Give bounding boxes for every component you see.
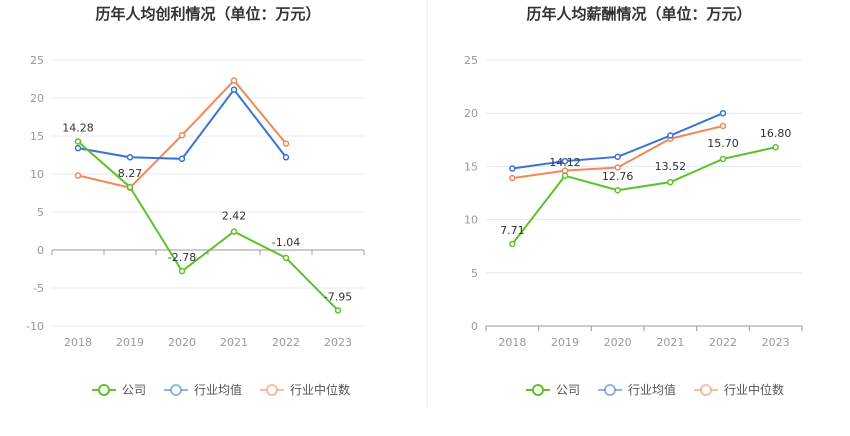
series-line-0 bbox=[77, 140, 339, 312]
x-tick-label: 2021 bbox=[656, 336, 684, 349]
data-point[interactable] bbox=[230, 86, 238, 93]
data-point[interactable] bbox=[509, 240, 516, 248]
x-tick-label: 2020 bbox=[168, 336, 196, 349]
data-point[interactable] bbox=[230, 228, 238, 235]
y-tick-label: 10 bbox=[464, 214, 478, 227]
data-point[interactable] bbox=[561, 167, 569, 174]
data-point[interactable] bbox=[719, 155, 727, 163]
data-label: -1.04 bbox=[272, 236, 300, 249]
data-point[interactable] bbox=[230, 77, 238, 84]
data-point[interactable] bbox=[126, 183, 134, 191]
profit-chart-panel: 历年人均创利情况（单位：万元） -10 -5 0 5 10 15 20 25 2018 2019 20… bbox=[26, 5, 365, 397]
legend-marker-icon bbox=[98, 384, 110, 396]
series-line-1 bbox=[77, 87, 287, 160]
legend-marker-icon bbox=[532, 384, 544, 396]
legend-item-2[interactable]: 行业中位数 bbox=[694, 382, 784, 397]
y-tick-label: -10 bbox=[26, 320, 44, 333]
salary-chart-panel: 历年人均薪酬情况（单位：万元） 0 5 10 15 20 25 2018 2019 2020 202… bbox=[464, 5, 803, 397]
data-label: 14.28 bbox=[62, 121, 94, 134]
x-tick-label: 2019 bbox=[551, 336, 579, 349]
data-point[interactable] bbox=[667, 178, 674, 186]
data-label: 12.76 bbox=[602, 170, 634, 183]
y-tick-label: 25 bbox=[30, 54, 44, 67]
y-tick-label: 15 bbox=[30, 130, 44, 143]
data-label: 14.12 bbox=[549, 156, 581, 169]
chart-title: 历年人均薪酬情况（单位：万元） bbox=[526, 5, 751, 23]
x-tick-label: 2022 bbox=[709, 336, 737, 349]
legend-marker-icon bbox=[700, 384, 712, 396]
legend-marker-icon bbox=[266, 384, 278, 396]
data-label: 13.52 bbox=[655, 160, 687, 173]
data-point[interactable] bbox=[509, 174, 516, 182]
data-label: 16.80 bbox=[760, 127, 792, 140]
data-point[interactable] bbox=[561, 157, 569, 165]
series-line-1 bbox=[512, 112, 724, 170]
data-point[interactable] bbox=[614, 186, 621, 194]
data-point[interactable] bbox=[178, 267, 186, 275]
data-point[interactable] bbox=[74, 172, 82, 179]
data-point[interactable] bbox=[614, 153, 621, 161]
data-label: 2.42 bbox=[222, 210, 247, 223]
y-tick-label: 0 bbox=[471, 320, 478, 333]
legend-marker-icon bbox=[170, 384, 182, 396]
y-tick-label: 20 bbox=[30, 92, 44, 105]
y-tick-label: 10 bbox=[30, 168, 44, 181]
legend-label: 行业均值 bbox=[628, 382, 676, 397]
y-tick-label: 5 bbox=[471, 267, 478, 280]
x-tick-label: 2018 bbox=[498, 336, 526, 349]
y-tick-label: 15 bbox=[464, 160, 478, 173]
x-tick-label: 2018 bbox=[64, 336, 92, 349]
data-point[interactable] bbox=[772, 143, 779, 151]
data-point[interactable] bbox=[282, 154, 290, 161]
x-tick-label: 2020 bbox=[604, 336, 632, 349]
y-tick-label: 5 bbox=[37, 206, 44, 219]
data-label: 8.27 bbox=[118, 167, 143, 180]
data-point[interactable] bbox=[561, 172, 569, 180]
y-tick-label: 0 bbox=[37, 244, 44, 257]
data-point[interactable] bbox=[178, 131, 186, 139]
data-point[interactable] bbox=[719, 122, 727, 130]
legend-item-1[interactable]: 行业均值 bbox=[164, 382, 242, 397]
legend-item-0[interactable]: 公司 bbox=[526, 383, 580, 397]
y-tick-label: -5 bbox=[33, 282, 44, 295]
legend-label: 公司 bbox=[556, 383, 580, 397]
data-label: -2.78 bbox=[168, 251, 196, 264]
data-point[interactable] bbox=[126, 154, 134, 161]
legend-marker-icon bbox=[604, 384, 616, 396]
y-tick-label: 20 bbox=[464, 107, 478, 120]
data-point[interactable] bbox=[178, 155, 186, 163]
data-point[interactable] bbox=[614, 164, 621, 171]
legend-item-1[interactable]: 行业均值 bbox=[598, 382, 676, 397]
legend-item-2[interactable]: 行业中位数 bbox=[260, 382, 350, 397]
legend-item-0[interactable]: 公司 bbox=[92, 383, 146, 397]
data-point[interactable] bbox=[334, 307, 342, 314]
x-tick-label: 2021 bbox=[220, 336, 248, 349]
legend-label: 行业中位数 bbox=[290, 382, 350, 397]
data-point[interactable] bbox=[667, 132, 674, 139]
series-line-0 bbox=[511, 146, 776, 245]
data-point[interactable] bbox=[282, 254, 290, 262]
data-label: -7.95 bbox=[324, 290, 352, 303]
chart-title: 历年人均创利情况（单位：万元） bbox=[95, 5, 320, 23]
data-point[interactable] bbox=[74, 138, 82, 145]
y-tick-label: 25 bbox=[464, 54, 478, 67]
x-tick-label: 2023 bbox=[324, 336, 352, 349]
legend-label: 公司 bbox=[122, 383, 146, 397]
data-label: 7.71 bbox=[500, 224, 525, 237]
data-point[interactable] bbox=[509, 165, 516, 172]
data-point[interactable] bbox=[74, 144, 82, 152]
x-tick-label: 2023 bbox=[762, 336, 790, 349]
x-tick-label: 2019 bbox=[116, 336, 144, 349]
data-point[interactable] bbox=[719, 109, 727, 117]
legend-label: 行业中位数 bbox=[724, 382, 784, 397]
legend-label: 行业均值 bbox=[194, 382, 242, 397]
x-tick-label: 2022 bbox=[272, 336, 300, 349]
data-label: 15.70 bbox=[707, 137, 739, 150]
data-point[interactable] bbox=[282, 140, 290, 147]
